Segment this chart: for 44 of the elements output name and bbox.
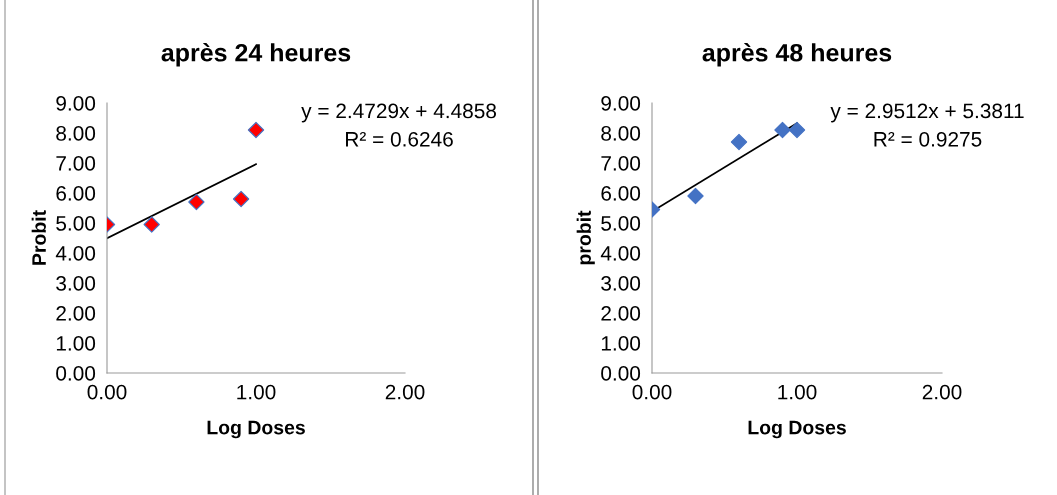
x-tick-label: 1.00 (778, 384, 817, 400)
point (774, 121, 791, 139)
point (247, 121, 265, 139)
y-tick-label: 8.00 (601, 126, 641, 141)
y-tick-label: 8.00 (56, 126, 96, 141)
y-tick-label: 1.00 (56, 336, 96, 351)
y-tick-label: 7.00 (601, 156, 641, 171)
y-axis-title: Probit (31, 210, 46, 265)
point (788, 121, 806, 139)
y-axis-title: probit (576, 210, 595, 265)
point (232, 190, 250, 208)
y-tick-label: 6.00 (601, 186, 641, 201)
annotation: R² = 0.9275 (874, 131, 982, 147)
y-tick-label: 0.00 (56, 366, 96, 381)
y-tick-label: 6.00 (56, 186, 96, 201)
x-tick-label: 2.00 (922, 384, 962, 400)
x-tick-label: 2.00 (385, 384, 425, 400)
x-tick-label: 0.00 (87, 384, 127, 400)
y-tick-label: 9.00 (601, 96, 641, 111)
y-tick-label: 0.00 (601, 366, 641, 381)
x-axis-title: Log Doses (748, 420, 846, 439)
y-tick-label: 3.00 (56, 276, 96, 291)
y-tick-label: 1.00 (601, 336, 641, 351)
x-tick-label: 0.00 (632, 384, 672, 400)
x-tick-label: 1.00 (237, 384, 276, 400)
x-axis-title: Log Doses (207, 420, 305, 439)
y-tick-label: 2.00 (601, 306, 641, 321)
chart-title: après 24 heures (161, 43, 351, 67)
y-tick-label: 2.00 (56, 306, 96, 321)
y-tick-label: 4.00 (600, 246, 641, 261)
y-tick-label: 4.00 (55, 246, 96, 261)
point (143, 216, 160, 233)
chart-title: après 48 heures (702, 43, 892, 67)
y-tick-label: 5.00 (601, 216, 641, 231)
annotation: y = 2.9512x + 5.3811 (830, 103, 1024, 123)
y-tick-label: 5.00 (56, 216, 96, 231)
annotation: y = 2.4729x + 4.4858 (301, 103, 497, 123)
point (730, 133, 748, 151)
point (188, 193, 205, 211)
y-tick-label: 7.00 (56, 156, 96, 171)
annotation: R² = 0.6246 (346, 131, 453, 147)
y-tick-label: 3.00 (601, 276, 641, 291)
y-tick-label: 9.00 (56, 96, 96, 111)
point (687, 187, 704, 205)
